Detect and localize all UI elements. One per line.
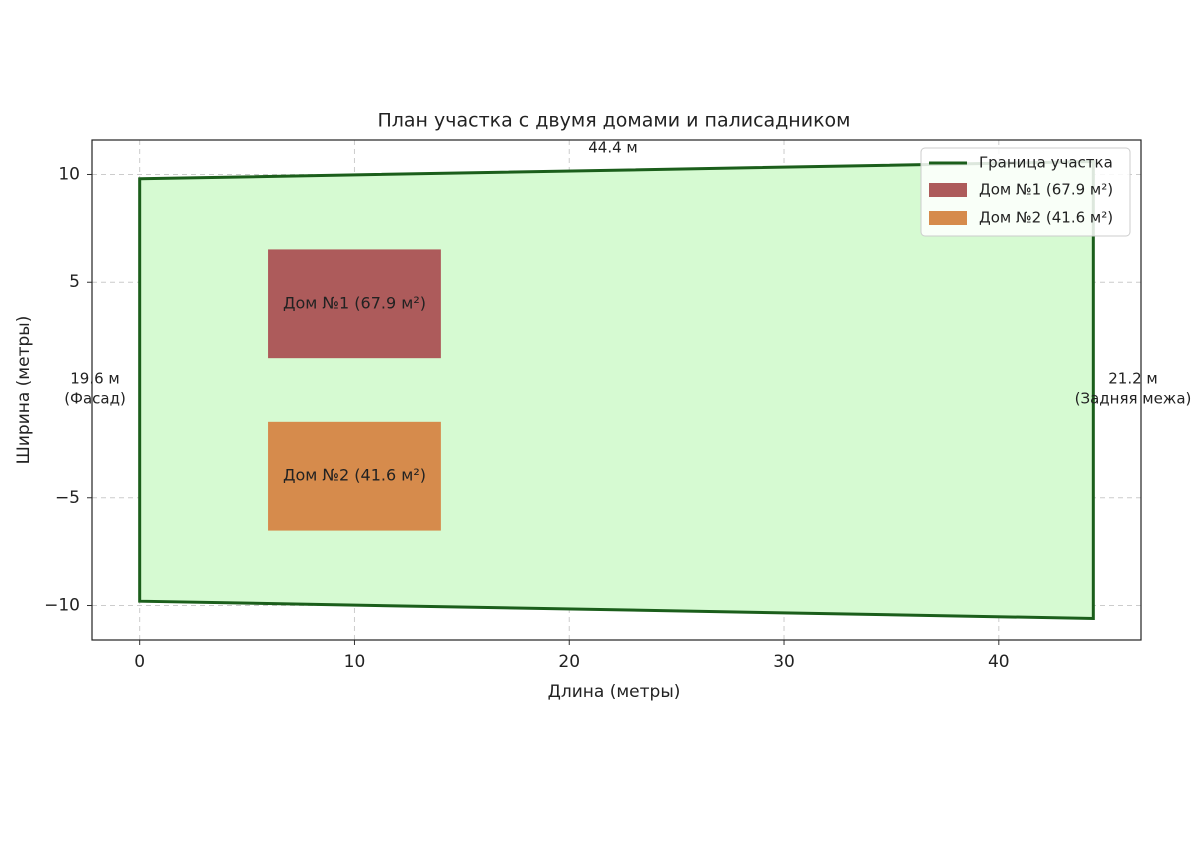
- x-tick-label: 0: [134, 652, 145, 672]
- y-tick-label: −5: [55, 488, 80, 508]
- legend-label: Дом №2 (41.6 м²): [979, 209, 1113, 227]
- legend-label: Дом №1 (67.9 м²): [979, 181, 1113, 199]
- x-tick-label: 40: [988, 652, 1010, 672]
- x-tick-label: 30: [773, 652, 795, 672]
- house: [268, 249, 441, 359]
- legend-box: [920, 147, 1131, 237]
- y-tick-label: 10: [58, 164, 80, 184]
- annotation: 19.6 м: [70, 370, 119, 388]
- legend-label: Граница участка: [979, 154, 1113, 172]
- x-tick-label: 10: [344, 652, 366, 672]
- y-tick-label: −10: [44, 596, 80, 616]
- chart-title: План участка с двумя домами и палисадник…: [377, 110, 850, 132]
- house-label: Дом №2 (41.6 м²): [283, 466, 426, 485]
- axes-frame: [91, 139, 1142, 641]
- annotation: 21.2 м: [1108, 370, 1157, 388]
- legend-swatch: [929, 183, 967, 197]
- annotation: (Фасад): [64, 390, 126, 408]
- annotation: 44.4 м: [588, 139, 637, 157]
- x-tick-label: 20: [558, 652, 580, 672]
- y-axis-label: Ширина (метры): [14, 316, 34, 465]
- y-tick-label: 5: [69, 272, 80, 292]
- house-label: Дом №1 (67.9 м²): [283, 293, 426, 312]
- x-axis-label: Длина (метры): [548, 682, 681, 702]
- annotation: (Задняя межа): [1075, 390, 1192, 408]
- legend-swatch: [929, 211, 967, 225]
- house: [268, 421, 441, 531]
